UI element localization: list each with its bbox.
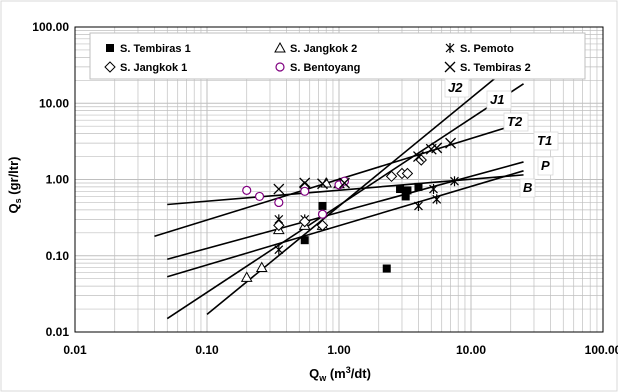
regression-line-b: [167, 170, 524, 278]
line-label-p: P: [541, 158, 550, 173]
point-s-tembiras-2: [273, 183, 285, 195]
line-label-box-t2: [503, 112, 529, 132]
legend-box: [89, 32, 586, 80]
point-s-bentoyang: [339, 176, 350, 186]
line-label-j2: J2: [448, 80, 463, 95]
regression-line-p: [167, 161, 524, 261]
point-s-tembiras-2: [431, 142, 443, 154]
legend-marker-s-tembiras-2: [444, 61, 456, 73]
y-axis-title-main: Q: [6, 203, 21, 213]
point-s-tembiras-2: [413, 151, 424, 163]
legend-label-s-tembiras-1: S. Tembiras 1: [120, 43, 191, 55]
point-s-tembiras-2: [445, 137, 457, 149]
point-s-jangkok-1: [299, 215, 311, 228]
line-label-box-j1: [486, 90, 512, 110]
legend-marker-s-pemoto: [445, 43, 455, 53]
y-tick-label: 0.01: [46, 325, 70, 339]
point-s-pemoto: [414, 200, 423, 211]
point-s-tembiras-1: [396, 185, 405, 194]
legend-marker-s-bentoyang: [275, 62, 285, 72]
x-axis-title: Qw (m3/dt): [309, 365, 371, 383]
legend-marker-s-jangkok-2: [274, 41, 286, 53]
point-s-tembiras-1: [318, 201, 327, 210]
point-s-bentoyang: [242, 185, 252, 195]
x-axis-title-unit-end: /dt): [351, 366, 371, 381]
x-tick-label: 10.00: [456, 343, 486, 357]
regression-line-j2: [206, 69, 506, 316]
point-s-jangkok-2: [255, 261, 268, 273]
regression-line-j1: [166, 83, 524, 320]
legend-label-s-jangkok-1: S. Jangkok 1: [120, 62, 187, 74]
legend-label-s-tembiras-2: S. Tembiras 2: [460, 62, 531, 74]
x-axis-title-sub: w: [318, 373, 327, 383]
y-tick-label: 1.00: [46, 173, 70, 187]
point-s-jangkok-1: [273, 219, 285, 232]
point-s-pemoto: [274, 244, 284, 255]
x-tick-label: 0.01: [63, 343, 87, 357]
point-s-bentoyang: [254, 191, 265, 202]
x-axis-title-unit: (m: [326, 366, 346, 381]
point-s-tembiras-1: [403, 186, 412, 195]
point-s-bentoyang: [300, 186, 310, 196]
line-label-box-j2: [444, 78, 470, 98]
point-s-jangkok-1: [401, 167, 414, 180]
line-label-t2: T2: [507, 114, 523, 129]
point-s-pemoto: [450, 176, 459, 187]
point-s-tembiras-2: [299, 177, 311, 189]
y-tick-label: 0.10: [46, 249, 70, 263]
x-axis-title-sup: 3: [346, 365, 351, 375]
line-label-t1: T1: [537, 133, 552, 148]
point-s-pemoto: [429, 184, 438, 195]
line-label-j1: J1: [490, 92, 504, 107]
legend-label-s-pemoto: S. Pemoto: [460, 43, 514, 55]
regression-line-t1: [167, 174, 524, 206]
x-tick-label: 0.10: [195, 343, 219, 357]
legend-marker-s-jangkok-1: [104, 61, 116, 73]
point-s-bentoyang: [274, 197, 284, 208]
line-label-box-b: [519, 178, 536, 198]
point-s-bentoyang: [317, 209, 328, 219]
y-axis-title: Qs (gr/ltr): [6, 156, 23, 213]
legend-label-s-bentoyang: S. Bentoyang: [290, 62, 360, 74]
data-markers: [240, 137, 459, 282]
point-s-tembiras-1: [382, 264, 391, 273]
point-s-pemoto: [432, 194, 442, 205]
legend-label-s-jangkok-2: S. Jangkok 2: [290, 43, 357, 55]
point-s-jangkok-2: [240, 271, 253, 282]
line-label-box-p: [537, 156, 554, 176]
point-s-tembiras-2: [317, 178, 328, 190]
y-axis-title-sub: s: [13, 198, 23, 203]
legend: S. Tembiras 1 S. Jangkok 2 S. Pemoto S. Jan…: [89, 32, 586, 80]
plot-area: [74, 26, 604, 333]
point-s-tembiras-2: [339, 177, 350, 189]
x-tick-label: 1.00: [327, 343, 351, 357]
point-s-jangkok-1: [385, 170, 398, 183]
point-s-tembiras-1: [414, 182, 423, 191]
point-s-tembiras-1: [401, 192, 410, 201]
line-label-box-t1: [533, 131, 559, 151]
y-axis-title-unit: (gr/ltr): [6, 156, 21, 198]
y-tick-label: 100.00: [32, 20, 69, 34]
x-tick-label: 100.00: [585, 343, 618, 357]
legend-marker-s-tembiras-1: [106, 44, 114, 52]
y-tick-label: 10.00: [39, 96, 69, 110]
tick-labels: 0.01 0.10 1.00 10.00 100.00 0.01 0.10 1.00 10.00…: [32, 20, 618, 357]
x-axis-title-main: Q: [309, 366, 319, 381]
line-label-b: B: [523, 180, 532, 195]
point-s-tembiras-1: [300, 236, 309, 245]
point-s-jangkok-1: [316, 219, 329, 232]
